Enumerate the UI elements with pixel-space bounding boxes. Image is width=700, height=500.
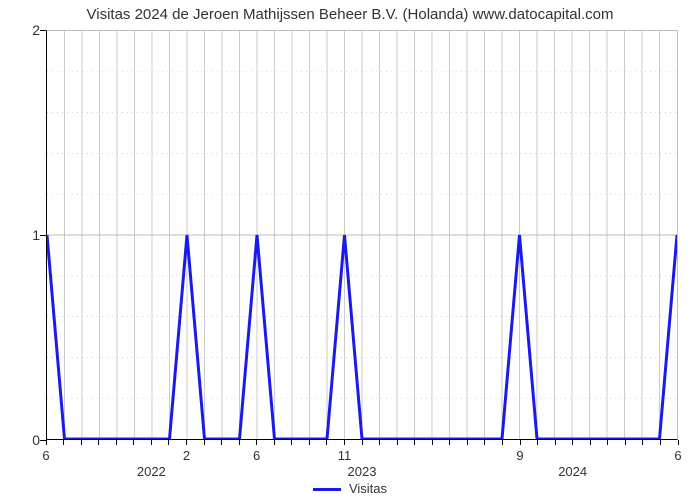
x-year-label: 2022 (137, 464, 166, 479)
x-minor-tick (449, 440, 450, 445)
x-minor-tick (660, 440, 661, 445)
x-minor-tick (642, 440, 643, 445)
x-minor-tick (151, 440, 152, 445)
x-minor-tick (362, 440, 363, 445)
chart-title: Visitas 2024 de Jeroen Mathijssen Beheer… (0, 6, 700, 23)
x-minor-tick (397, 440, 398, 445)
x-minor-tick (239, 440, 240, 445)
x-minor-tick (291, 440, 292, 445)
x-minor-tick (116, 440, 117, 445)
y-major-tick (40, 440, 46, 441)
y-major-tick (40, 235, 46, 236)
x-tick-label: 6 (42, 448, 49, 463)
plot-area (46, 30, 678, 440)
x-minor-tick (168, 440, 169, 445)
x-tick-label: 6 (253, 448, 260, 463)
x-minor-tick (678, 440, 679, 445)
x-tick-label: 2 (183, 448, 190, 463)
x-minor-tick (555, 440, 556, 445)
x-minor-tick (414, 440, 415, 445)
legend-label: Visitas (349, 481, 387, 496)
x-minor-tick (520, 440, 521, 445)
legend-swatch (313, 488, 341, 491)
x-minor-tick (502, 440, 503, 445)
x-minor-tick (63, 440, 64, 445)
y-tick-label: 2 (32, 22, 40, 38)
x-minor-tick (81, 440, 82, 445)
x-year-label: 2024 (558, 464, 587, 479)
x-tick-label: 11 (338, 448, 352, 463)
x-minor-tick (309, 440, 310, 445)
x-minor-tick (326, 440, 327, 445)
x-tick-label: 9 (516, 448, 523, 463)
x-minor-tick (274, 440, 275, 445)
x-minor-tick (484, 440, 485, 445)
x-minor-tick (98, 440, 99, 445)
x-minor-tick (204, 440, 205, 445)
x-minor-tick (590, 440, 591, 445)
x-minor-tick (432, 440, 433, 445)
line-series (47, 31, 677, 439)
x-minor-tick (537, 440, 538, 445)
x-minor-tick (607, 440, 608, 445)
chart-container: Visitas 2024 de Jeroen Mathijssen Beheer… (0, 0, 700, 500)
x-minor-tick (133, 440, 134, 445)
y-major-tick (40, 30, 46, 31)
y-tick-label: 0 (32, 432, 40, 448)
x-minor-tick (46, 440, 47, 445)
x-tick-label: 6 (674, 448, 681, 463)
x-minor-tick (467, 440, 468, 445)
x-minor-tick (344, 440, 345, 445)
x-minor-tick (256, 440, 257, 445)
y-tick-label: 1 (32, 227, 40, 243)
x-year-label: 2023 (348, 464, 377, 479)
x-minor-tick (379, 440, 380, 445)
x-minor-tick (625, 440, 626, 445)
x-minor-tick (221, 440, 222, 445)
legend: Visitas (0, 481, 700, 496)
x-minor-tick (186, 440, 187, 445)
x-minor-tick (572, 440, 573, 445)
